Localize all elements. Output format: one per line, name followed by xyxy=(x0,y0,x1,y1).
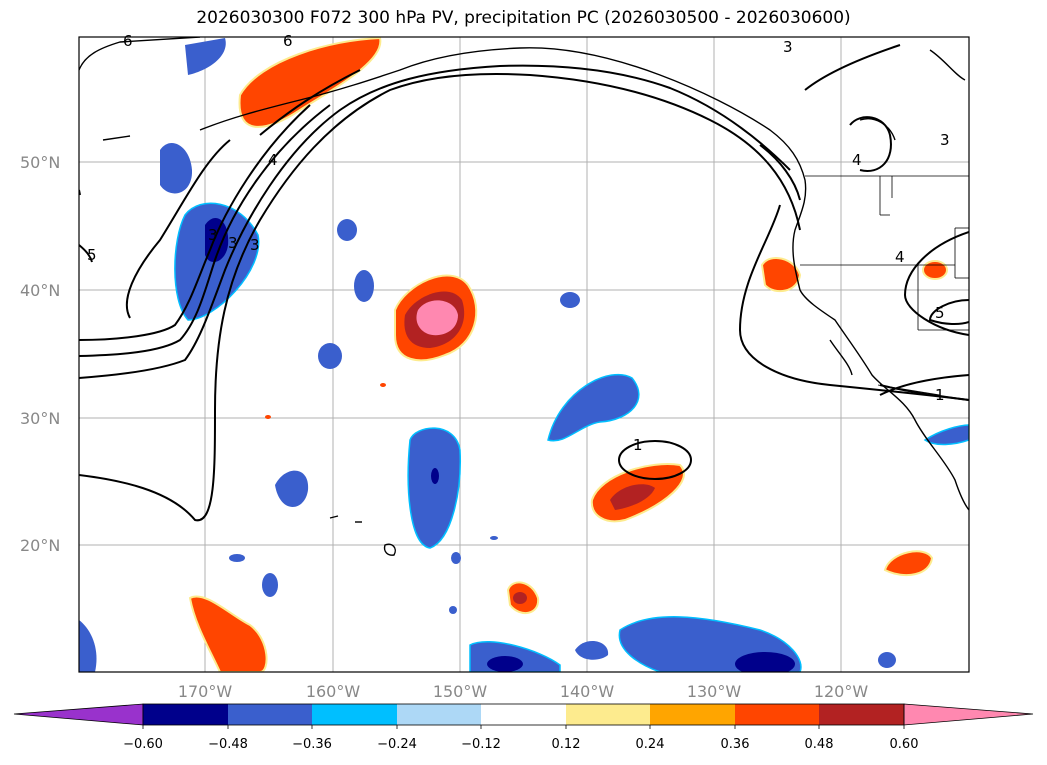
negative-region xyxy=(449,606,457,614)
contour-label: 1 xyxy=(633,436,643,454)
negative-region xyxy=(354,270,374,302)
lon-label: 140°W xyxy=(560,682,615,701)
negative-core xyxy=(431,468,439,484)
negative-region xyxy=(560,292,580,308)
contour-label: 3 xyxy=(783,38,793,56)
negative-region xyxy=(878,652,896,668)
negative-region xyxy=(185,38,226,75)
colorbar-swatch xyxy=(228,704,312,725)
colorbar-tick: 0.24 xyxy=(636,737,665,752)
longitude-labels: 170°W 160°W 150°W 140°W 130°W 120°W xyxy=(178,682,869,701)
colorbar-swatch xyxy=(312,704,397,725)
positive-peak xyxy=(416,300,458,336)
negative-region xyxy=(318,343,342,369)
lon-label: 130°W xyxy=(687,682,742,701)
positive-region xyxy=(265,415,271,419)
contour-label: 6 xyxy=(123,32,133,50)
negative-region xyxy=(490,536,498,540)
colorbar-swatch xyxy=(397,704,481,725)
colorbar: −0.60 −0.48 −0.36 −0.24 −0.12 0.12 0.24 … xyxy=(13,703,1034,752)
negative-region xyxy=(923,424,969,446)
negative-region xyxy=(160,142,193,194)
positive-region xyxy=(760,256,802,293)
negative-region xyxy=(79,620,97,672)
colorbar-tick: −0.12 xyxy=(461,737,501,752)
contour-label: 5 xyxy=(87,246,97,264)
positive-region xyxy=(922,260,948,280)
colorbar-tick: 0.60 xyxy=(890,737,919,752)
lon-label: 150°W xyxy=(433,682,488,701)
contour-label: 6 xyxy=(283,32,293,50)
contour-label: 4 xyxy=(852,151,862,169)
latitude-labels: 50°N 40°N 30°N 20°N xyxy=(20,153,60,555)
negative-core xyxy=(735,652,795,672)
lon-label: 120°W xyxy=(814,682,869,701)
negative-core xyxy=(487,656,523,672)
pv-contours xyxy=(79,44,969,522)
positive-core xyxy=(610,484,655,510)
contour-label: 3 xyxy=(228,234,238,252)
precip-shading xyxy=(79,37,969,672)
negative-region xyxy=(174,202,260,321)
political-borders xyxy=(800,175,969,396)
colorbar-swatch xyxy=(143,704,228,725)
colorbar-extend-right xyxy=(903,703,1034,726)
positive-region xyxy=(188,595,268,672)
positive-region xyxy=(883,550,934,577)
colorbar-tick: 0.12 xyxy=(552,737,581,752)
contour-label: 4 xyxy=(895,248,905,266)
negative-region xyxy=(547,373,640,442)
positive-region xyxy=(380,383,386,387)
negative-region xyxy=(275,470,309,508)
contour-label: 5 xyxy=(935,304,945,322)
colorbar-tick: −0.60 xyxy=(123,737,163,752)
colorbar-swatch xyxy=(819,704,904,725)
negative-region xyxy=(575,640,609,660)
lon-label: 160°W xyxy=(306,682,361,701)
colorbar-tick: −0.48 xyxy=(208,737,248,752)
negative-region xyxy=(337,219,357,241)
map-title: 2026030300 F072 300 hPa PV, precipitatio… xyxy=(196,8,851,28)
lat-label: 40°N xyxy=(20,281,60,300)
contour-label: 4 xyxy=(268,151,278,169)
contour-labels: 6 6 3 4 3 3 5 3 4 4 5 1 1 3 xyxy=(87,32,950,454)
colorbar-tick: 0.36 xyxy=(721,737,750,752)
colorbar-tick: −0.24 xyxy=(377,737,417,752)
contour-label: 3 xyxy=(940,131,950,149)
contour-label: 3 xyxy=(250,236,260,254)
lon-label: 170°W xyxy=(178,682,233,701)
colorbar-swatch xyxy=(650,704,735,725)
lat-label: 30°N xyxy=(20,409,60,428)
positive-core xyxy=(513,592,527,604)
contour-label: 1 xyxy=(935,386,945,404)
negative-region xyxy=(407,427,461,549)
colorbar-tick: −0.36 xyxy=(292,737,332,752)
colorbar-swatch xyxy=(735,704,819,725)
colorbar-swatch xyxy=(566,704,650,725)
colorbar-extend-left xyxy=(13,703,144,726)
lat-label: 50°N xyxy=(20,153,60,172)
colorbar-tick: 0.48 xyxy=(805,737,834,752)
negative-region xyxy=(229,554,245,562)
map-frame xyxy=(78,36,970,673)
contour-label: 3 xyxy=(208,226,218,244)
negative-core xyxy=(205,217,229,263)
colorbar-swatch xyxy=(481,704,566,725)
map-panel xyxy=(79,37,969,672)
lat-label: 20°N xyxy=(20,536,60,555)
negative-region xyxy=(451,552,461,564)
negative-region xyxy=(262,573,278,597)
positive-region xyxy=(238,37,382,128)
